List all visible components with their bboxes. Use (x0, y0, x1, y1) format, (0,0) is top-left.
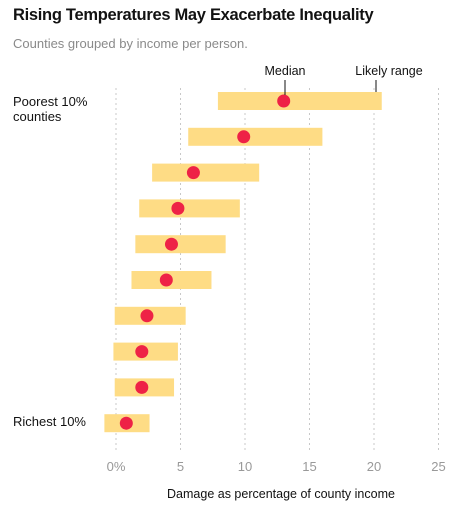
median-dot-10 (119, 416, 133, 430)
chart-subtitle: Counties grouped by income per person. (13, 36, 248, 51)
chart-title: Rising Temperatures May Exacerbate Inequ… (13, 6, 374, 24)
range-bar-2 (188, 127, 323, 146)
x-axis-title: Damage as percentage of county income (167, 487, 395, 501)
row-label-poorest: Poorest 10% counties (13, 94, 91, 124)
median-dot-5 (164, 237, 178, 251)
median-dot-6 (159, 273, 173, 287)
x-tick-label-0: 0% (107, 459, 126, 474)
median-dot-9 (135, 380, 149, 394)
range-bar-5 (135, 235, 226, 254)
median-dot-4 (171, 201, 185, 215)
x-tick-label-10: 10 (238, 459, 252, 474)
x-tick-label-25: 25 (431, 459, 445, 474)
median-dot-7 (140, 309, 154, 323)
row-label-richest: Richest 10% (13, 414, 86, 429)
x-tick-label-20: 20 (367, 459, 381, 474)
row-label-poorest-line2: counties (13, 109, 62, 124)
row-label-poorest-line1: Poorest 10% (13, 94, 88, 109)
median-dot-2 (237, 130, 251, 144)
range-bar-3 (152, 163, 260, 182)
median-dot-1 (277, 94, 291, 108)
median-annotation: Median (265, 64, 306, 78)
range-annotation: Likely range (355, 64, 422, 78)
gridlines (115, 88, 439, 452)
annotations: Median Likely range (265, 64, 423, 95)
x-tick-label-15: 15 (302, 459, 316, 474)
x-axis-ticks: 0% 5 10 15 20 25 (107, 459, 446, 474)
row-labels: Poorest 10% counties Richest 10% (13, 94, 91, 429)
median-dot-3 (186, 166, 200, 180)
range-bar-4 (139, 199, 240, 218)
range-bar-1 (217, 92, 382, 110)
x-tick-label-5: 5 (177, 459, 184, 474)
median-dot-8 (135, 345, 149, 359)
median-dots (119, 94, 291, 430)
